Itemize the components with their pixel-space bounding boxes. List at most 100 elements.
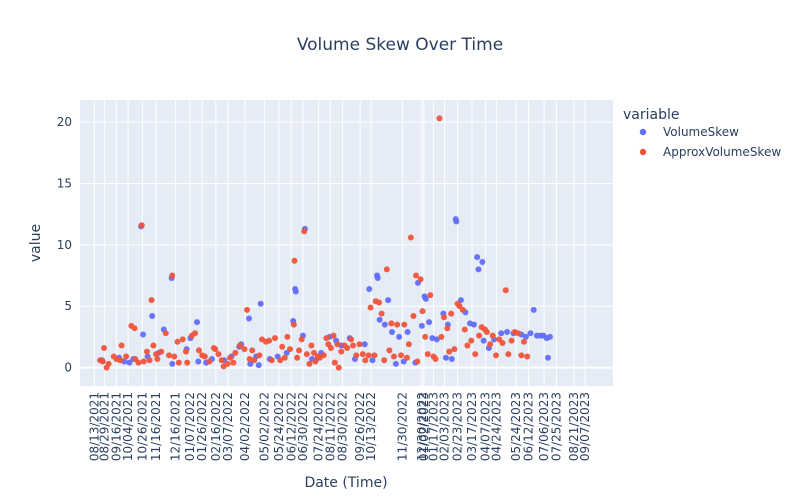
data-point (433, 336, 440, 343)
data-point (427, 292, 434, 299)
data-point (171, 353, 178, 360)
data-point (249, 347, 256, 354)
data-point (294, 354, 301, 361)
plot-background (80, 100, 613, 386)
series-approxvolumeskew (97, 115, 531, 371)
data-point (405, 341, 412, 348)
data-point (505, 351, 512, 358)
data-point (366, 286, 373, 293)
legend-marker-volumeskew (639, 128, 647, 136)
data-point (298, 336, 305, 343)
data-point (356, 341, 363, 348)
data-point (442, 354, 449, 361)
data-point (378, 310, 385, 317)
data-point (303, 351, 310, 358)
data-point (388, 320, 395, 327)
x-tick-label: 10/13/2022 (364, 392, 378, 461)
data-point (453, 218, 460, 225)
data-point (398, 352, 405, 359)
data-point (493, 352, 499, 359)
data-point (344, 344, 351, 351)
data-point (446, 348, 453, 355)
data-point (212, 346, 219, 353)
data-point (131, 325, 138, 332)
data-point (230, 359, 237, 366)
x-tick-label: 02/03/2023 (438, 392, 452, 461)
data-point (334, 341, 341, 348)
data-point (296, 347, 303, 354)
x-tick-label: 10/26/2021 (135, 392, 149, 461)
data-point (464, 342, 471, 349)
x-tick-label: 12/16/2021 (169, 392, 183, 461)
data-point (365, 352, 372, 359)
data-point (385, 297, 392, 304)
data-point (386, 347, 393, 354)
data-point (350, 342, 356, 349)
data-point (546, 333, 553, 340)
x-tick-label: 01/02/2023 (417, 392, 431, 461)
data-point (281, 354, 288, 361)
data-point (99, 358, 106, 365)
data-point (174, 338, 181, 345)
data-point (284, 333, 291, 340)
data-point (268, 357, 275, 364)
data-point (487, 341, 494, 348)
x-tick-label: 03/17/2023 (465, 392, 479, 461)
data-point (381, 357, 388, 364)
y-tick-label: 10 (57, 238, 72, 252)
x-tick-label: 01/26/2022 (195, 392, 209, 461)
x-tick-label: 06/12/2022 (284, 392, 298, 461)
x-tick-label: 08/29/2021 (98, 392, 112, 461)
data-point (312, 358, 319, 365)
data-point (461, 326, 468, 333)
data-point (255, 362, 262, 369)
x-tick-label: 06/30/2022 (296, 392, 310, 461)
data-point (277, 357, 284, 364)
data-point (140, 358, 147, 365)
legend-label-volumeskew[interactable]: VolumeSkew (663, 125, 739, 139)
data-point (483, 328, 490, 335)
x-tick-label: 03/07/2022 (221, 392, 235, 461)
data-point (394, 321, 401, 328)
data-point (504, 328, 511, 335)
data-point (499, 340, 506, 347)
y-tick-label: 15 (57, 176, 72, 190)
data-point (218, 357, 225, 364)
data-point (438, 333, 445, 340)
data-point (403, 354, 410, 361)
x-tick-label: 01/17/2023 (427, 392, 441, 461)
x-tick-label: 08/30/2022 (336, 392, 350, 461)
data-point (353, 352, 360, 359)
data-point (117, 357, 124, 364)
legend-label-approxvolumeskew[interactable]: ApproxVolumeSkew (663, 145, 781, 159)
data-point (320, 352, 327, 359)
data-point (290, 321, 297, 328)
data-point (419, 308, 426, 315)
x-tick-label: 11/30/2022 (395, 392, 409, 461)
data-point (338, 348, 345, 355)
data-point (389, 328, 395, 335)
data-point (105, 360, 112, 367)
data-point (135, 359, 142, 366)
data-point (169, 272, 176, 279)
data-point (279, 343, 286, 350)
x-tick-label: 08/21/2023 (567, 392, 581, 461)
x-tick-label: 04/24/2023 (490, 392, 504, 461)
y-tick-label: 5 (64, 299, 72, 313)
data-point (545, 354, 551, 361)
data-point (308, 342, 315, 349)
data-point (154, 355, 161, 362)
data-point (169, 360, 176, 367)
data-point (480, 337, 487, 344)
data-point (101, 344, 108, 351)
data-point (118, 342, 125, 349)
data-point (331, 359, 338, 366)
data-point (306, 360, 313, 367)
data-point (479, 259, 486, 266)
data-point (256, 352, 263, 359)
data-point (515, 330, 522, 337)
x-tick-labels: 08/13/202108/29/202109/16/202110/04/2021… (87, 392, 592, 461)
data-point (291, 257, 298, 264)
data-point (530, 306, 537, 313)
